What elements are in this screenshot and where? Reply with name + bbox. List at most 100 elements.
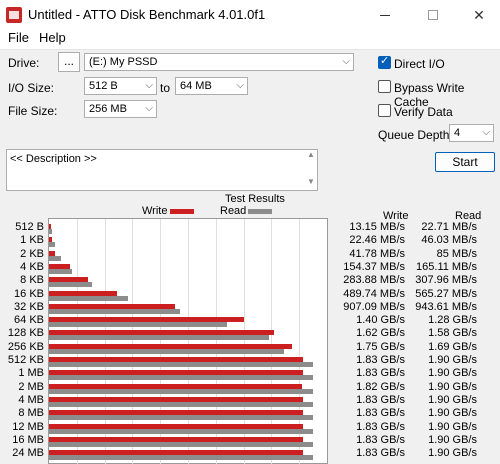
browse-button[interactable]: ... [58,52,80,72]
write-bar [49,343,293,349]
read-value: 1.90 GB/s [428,354,477,366]
write-value: 1.62 GB/s [356,327,405,340]
write-value: 22.46 MB/s [349,234,405,247]
row-size-label: 16 KB [14,287,44,300]
read-bar [49,255,61,261]
row-size-label: 512 B [15,221,44,233]
io-size-from-select[interactable]: 512 B ⌵ [84,77,157,95]
gridline [188,219,189,464]
row-size-label: 24 MB [12,447,44,460]
row-size-label: 12 MB [12,420,44,433]
read-bar [49,415,314,421]
description-text: << Description >> [10,153,97,165]
read-value: 565.27 MB/s [415,287,477,300]
read-bar [49,335,269,341]
menu-file[interactable]: File [8,30,29,45]
write-value: 1.83 GB/s [356,393,405,406]
read-value: 1.28 GB/s [428,314,477,327]
row-size-label: 2 KB [20,247,44,260]
read-value: 165.11 MB/s [416,260,477,273]
maximize-button[interactable] [410,0,456,30]
write-bar [49,303,176,309]
io-size-to-select[interactable]: 64 MB ⌵ [175,77,248,95]
chevron-down-icon: ⌵ [145,103,153,114]
write-value: 1.83 GB/s [356,354,405,366]
read-bar [49,455,314,461]
read-value: 1.90 GB/s [428,380,477,393]
read-value: 1.90 GB/s [428,420,477,433]
gridline [243,219,245,464]
row-size-label: 8 KB [20,274,44,287]
scroll-down-icon: ▼ [307,177,315,186]
read-value: 307.96 MB/s [415,274,477,287]
queue-depth-select[interactable]: 4 ⌵ [449,124,494,142]
minimize-icon [380,14,390,16]
write-column-header: Write [383,210,409,222]
write-bar [49,370,304,376]
read-bar [49,348,284,354]
read-bar [49,441,314,447]
write-value: 1.82 GB/s [356,380,405,393]
row-size-label: 32 KB [14,300,44,313]
start-button[interactable]: Start [435,152,495,172]
read-value: 1.90 GB/s [428,433,477,446]
bypass-write-cache-checkbox[interactable] [378,80,391,93]
title-bar: Untitled - ATTO Disk Benchmark 4.01.0f1 … [0,0,500,30]
write-bar [49,396,304,402]
direct-io-checkbox[interactable] [378,54,391,69]
io-size-label: I/O Size: [8,81,55,95]
legend-write-label: Write [142,205,168,217]
file-size-value: 256 MB [89,103,127,115]
read-value: 1.69 GB/s [428,340,477,353]
file-size-select[interactable]: 256 MB ⌵ [84,100,157,118]
write-bar [49,250,55,256]
menu-help[interactable]: Help [39,30,66,45]
read-bar [49,362,314,367]
write-value: 1.83 GB/s [356,407,405,420]
row-size-label: 1 KB [20,234,44,247]
read-value: 46.03 MB/s [421,234,477,247]
drive-select[interactable]: (E:) My PSSD ⌵ [84,53,354,71]
verify-data-checkbox[interactable] [378,104,391,117]
read-value: 1.90 GB/s [428,367,477,380]
io-size-from-value: 512 B [89,80,118,92]
write-value: 1.83 GB/s [356,420,405,433]
window-title: Untitled - ATTO Disk Benchmark 4.01.0f1 [28,7,266,22]
write-bar [49,436,304,442]
row-size-label: 4 MB [18,393,44,406]
row-size-label: 1 MB [18,367,44,380]
scroll-up-icon: ▲ [307,150,315,159]
read-value: 1.90 GB/s [428,393,477,406]
write-value: 1.40 GB/s [356,314,405,327]
drive-label: Drive: [8,56,40,70]
write-bar [49,423,304,429]
row-size-label: 64 KB [14,314,44,327]
write-value: 13.15 MB/s [349,221,405,233]
read-value: 943.61 MB/s [415,300,477,313]
close-icon: ✕ [473,6,485,23]
write-value: 1.75 GB/s [356,340,405,353]
description-field[interactable]: << Description >> ▲ ▼ [6,149,318,191]
read-bar [49,322,227,328]
direct-io-label: Direct I/O [394,57,445,71]
gridline [132,219,134,464]
drive-value: (E:) My PSSD [89,56,158,68]
chart-title: Test Results [225,193,285,205]
write-bar [49,277,89,283]
chevron-down-icon: ⌵ [236,80,244,91]
minimize-button[interactable] [362,0,408,30]
write-value: 907.09 MB/s [343,300,405,313]
to-label: to [160,81,171,95]
chevron-down-icon: ⌵ [342,56,350,67]
write-bar [49,383,302,389]
read-bar [49,308,181,314]
menu-bar: File Help [0,30,500,50]
close-button[interactable]: ✕ [456,0,500,30]
results-plot [48,218,328,464]
write-bar [49,290,118,296]
description-scrollbar[interactable]: ▲ ▼ [305,150,317,190]
write-value: 283.88 MB/s [343,274,405,287]
write-bar [49,224,51,229]
write-bar [49,237,53,243]
queue-depth-label: Queue Depth: [378,128,453,142]
